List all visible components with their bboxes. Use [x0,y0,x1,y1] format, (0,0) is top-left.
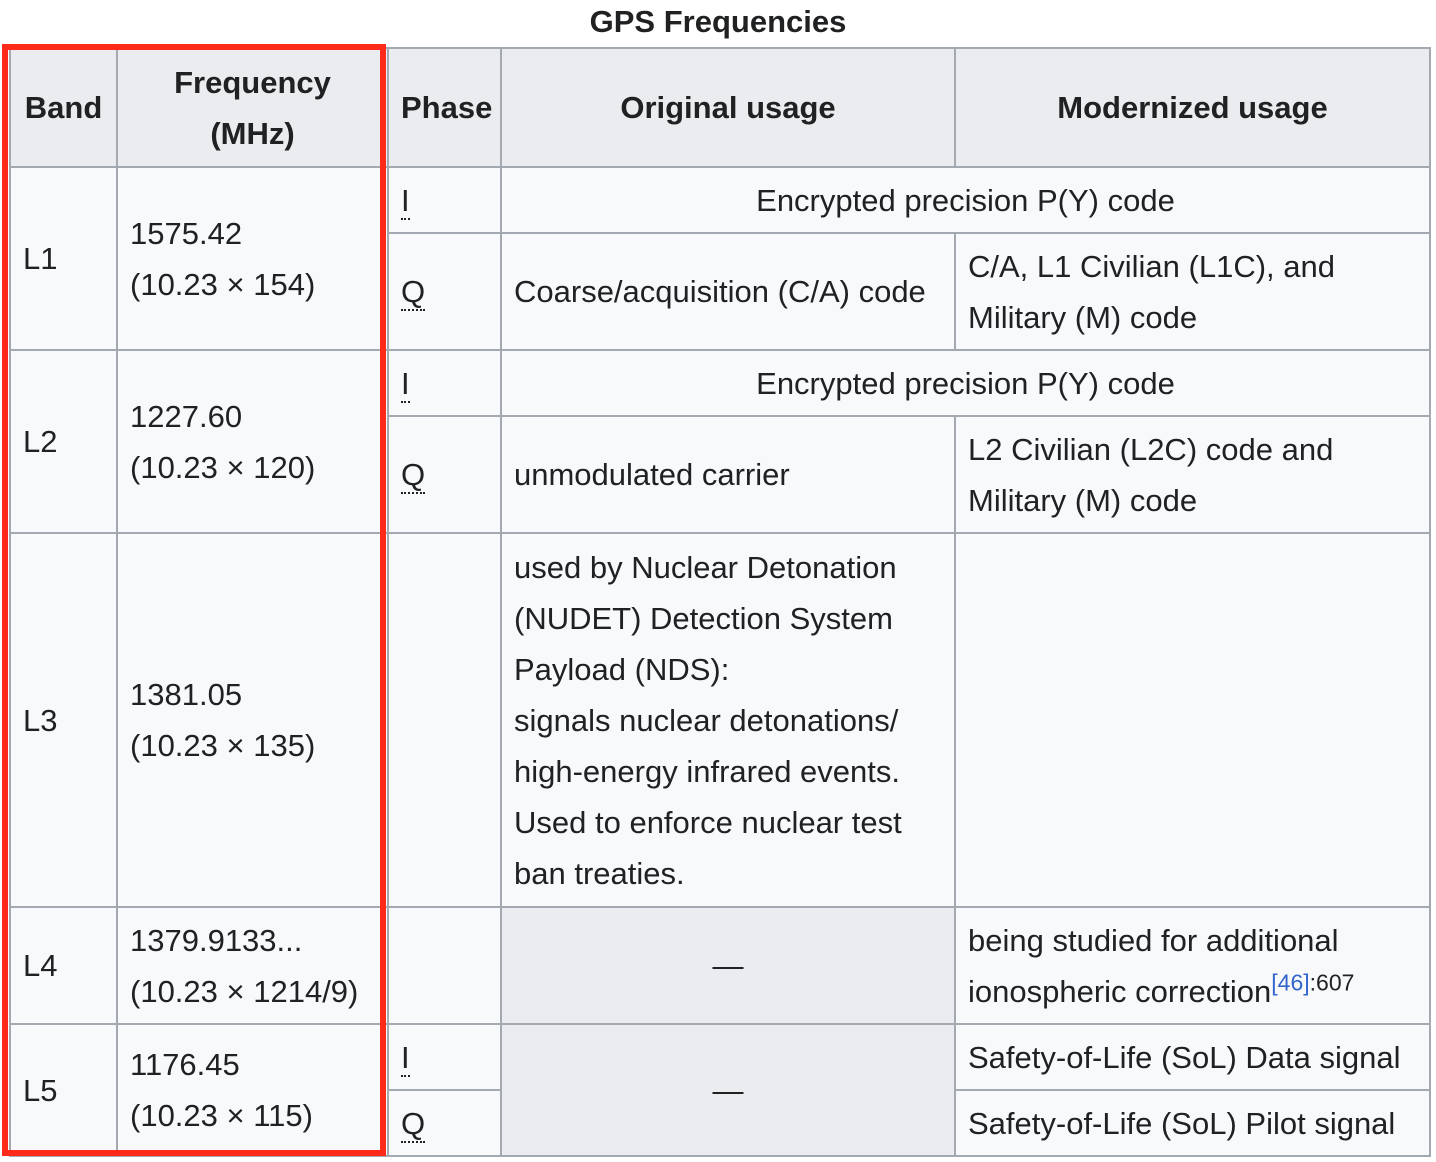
phase-cell-l1-i: I [387,166,502,234]
frequency-value: 1176.45 [130,1047,240,1082]
nudet-description: used by Nuclear Detonation (NUDET) Detec… [514,549,897,687]
phase-abbr-q[interactable]: Q [401,274,426,311]
phase-abbr-i[interactable]: I [401,1039,410,1077]
phase-abbr-q[interactable]: Q [401,457,426,494]
frequency-value: 1575.42 [130,215,243,251]
frequency-value: 1381.05 [130,677,243,712]
modernized-usage-cell-l5-i: Safety-of-Life (SoL) Data signal [954,1023,1431,1091]
phase-abbr-q[interactable]: Q [401,1105,426,1143]
table-row-l1-q: Q Coarse/acquisition (C/A) code C/A, L1 … [10,232,1431,351]
table-row-l2-q: Q unmodulated carrier L2 Civilian (L2C) … [10,415,1431,534]
band-cell-l3: L3 [9,532,118,908]
phase-abbr-i[interactable]: I [401,182,410,220]
table-row-l1-i: L1 1575.42 (10.23 × 154) I Encrypted pre… [9,166,1431,351]
original-usage-cell-l1-q: Coarse/acquisition (C/A) code [500,232,956,351]
band-cell-l4: L4 [9,906,118,1025]
frequency-cell-l2: 1227.60 (10.23 × 120) [116,349,389,534]
phase-cell-l5-i: I [387,1023,502,1091]
table-row-l2-i: L2 1227.60 (10.23 × 120) I Encrypted pre… [9,349,1431,534]
band-cell-l2: L2 [9,349,118,534]
original-usage-cell-l5: — [500,1023,956,1157]
phase-cell-l1-q: Q [387,232,502,351]
frequency-formula: (10.23 × 120) [130,449,316,485]
citation-page: :607 [1309,969,1355,996]
frequency-cell-l3: 1381.05 (10.23 × 135) [116,532,389,908]
frequency-value: 1227.60 [130,398,243,434]
table-row-l4: L4 1379.9133... (10.23 × 1214/9) — being… [9,906,1431,1025]
header-modernized-usage: Modernized usage [954,47,1431,168]
table-row-l3: L3 1381.05 (10.23 × 135) used by Nuclear… [9,532,1431,908]
modernized-usage-cell-l4: being studied for additional ionospheric… [954,906,1431,1025]
frequency-formula: (10.23 × 135) [130,728,316,763]
header-phase: Phase [387,47,502,168]
usage-cell-l2-i: Encrypted precision P(Y) code [500,349,1431,417]
nudet-treaties: Used to enforce nuclear test ban treatie… [514,804,902,891]
frequency-cell-l4: 1379.9133... (10.23 × 1214/9) [116,906,389,1025]
frequency-formula: (10.23 × 115) [130,1098,313,1133]
phase-cell-l4 [387,906,502,1025]
frequency-value: 1379.9133... [130,922,303,958]
table-caption: GPS Frequencies [589,4,847,39]
frequency-cell-l5: 1176.45 (10.23 × 115) [116,1023,389,1157]
phase-cell-l2-q: Q [387,415,502,534]
modernized-usage-text: being studied for additional ionospheric… [968,922,1339,1009]
citation-link[interactable]: [46] [1271,969,1310,996]
usage-cell-l1-i: Encrypted precision P(Y) code [500,166,1431,234]
band-cell-l5: L5 [9,1023,118,1157]
gps-frequencies-table: Band Frequency (MHz) Phase Original usag… [9,47,1431,1157]
header-row: Band Frequency (MHz) Phase Original usag… [9,47,1431,168]
table-row-l5-q: Q Safety-of-Life (SoL) Pilot signal [10,1089,1431,1157]
table-row-l5-i: L5 1176.45 (10.23 × 115) I — Safety-of-L… [9,1023,1431,1157]
phase-abbr-i[interactable]: I [401,365,410,403]
original-usage-cell-l2-q: unmodulated carrier [500,415,956,534]
original-usage-cell-l4: — [500,906,956,1025]
frequency-formula: (10.23 × 154) [130,266,316,302]
modernized-usage-cell-l1-q: C/A, L1 Civilian (L1C), and Military (M)… [954,232,1431,351]
header-band: Band [9,47,118,168]
original-usage-cell-l3: used by Nuclear Detonation (NUDET) Detec… [500,532,956,908]
header-original-usage: Original usage [500,47,956,168]
phase-cell-l5-q: Q [387,1089,502,1157]
frequency-cell-l1: 1575.42 (10.23 × 154) [116,166,389,351]
band-cell-l1: L1 [9,166,118,351]
phase-cell-l3 [387,532,502,908]
modernized-usage-cell-l2-q: L2 Civilian (L2C) code and Military (M) … [954,415,1431,534]
modernized-usage-cell-l5-q: Safety-of-Life (SoL) Pilot signal [954,1089,1431,1157]
frequency-formula: (10.23 × 1214/9) [130,973,359,1009]
nudet-signals: signals nuclear detonations/ high-energy… [514,702,901,789]
phase-cell-l2-i: I [387,349,502,417]
header-frequency: Frequency (MHz) [116,47,389,168]
modernized-usage-cell-l3 [954,532,1431,908]
